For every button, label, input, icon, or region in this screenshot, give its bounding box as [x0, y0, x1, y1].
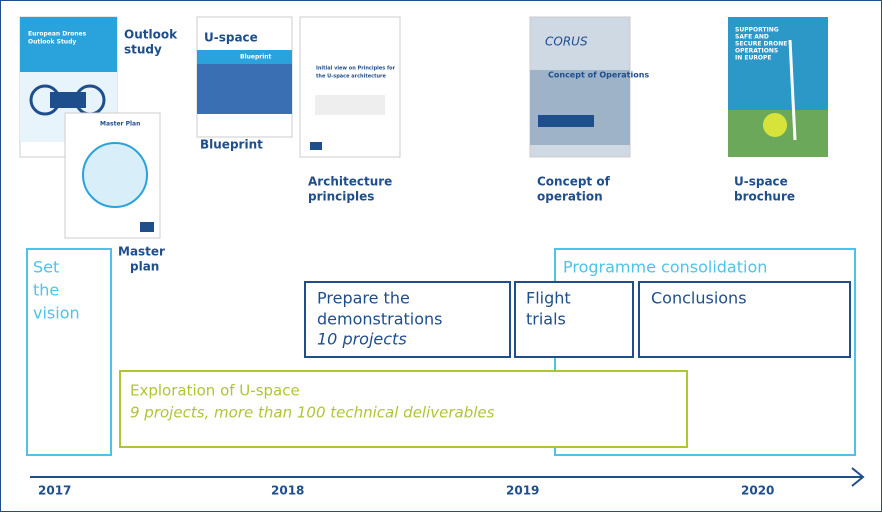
phase-title: Conclusions [651, 289, 747, 308]
cover-text: Master Plan [100, 121, 140, 128]
doc-label: brochure [734, 190, 795, 204]
doc-label: Outlook [124, 28, 178, 42]
phase-detail: 9 projects, more than 100 technical deli… [130, 404, 495, 422]
cover-text: Initial view on Principles for [316, 66, 396, 72]
doc-label: plan [130, 260, 159, 274]
cover-text: the U-space architecture [316, 74, 386, 80]
cover-text: Blueprint [240, 54, 272, 61]
phase-title: the [33, 281, 59, 300]
phase-title: Set [33, 258, 59, 277]
doc-label: study [124, 43, 162, 57]
year-label: 2017 [38, 484, 71, 498]
year-label: 2018 [271, 484, 304, 498]
cover-text: IN EUROPE [735, 55, 772, 62]
cover-text: U-space [204, 31, 258, 45]
cover-text: OPERATIONS [735, 48, 778, 55]
phase-title: trials [526, 310, 566, 329]
doc-label: U-space [734, 175, 788, 189]
phase-title: Exploration of U-space [130, 382, 300, 400]
blueprint-cover: U-space Blueprint [197, 17, 292, 137]
architecture-cover: Initial view on Principles for the U-spa… [300, 17, 400, 157]
year-label: 2019 [506, 484, 539, 498]
phase-title: Flight [526, 289, 571, 308]
doc-label: Master [118, 245, 165, 259]
cover-text: SUPPORTING [735, 27, 779, 34]
year-label: 2020 [741, 484, 774, 498]
cover-text: SECURE DRONE [735, 41, 787, 48]
phase-detail: 10 projects [317, 330, 407, 349]
phase-title: demonstrations [317, 310, 443, 329]
doc-label: principles [308, 190, 374, 204]
doc-label: operation [537, 190, 603, 204]
brochure-cover: SUPPORTING SAFE AND SECURE DRONE OPERATI… [728, 17, 828, 157]
cover-text: European Drones [28, 31, 87, 38]
cover-text: Concept of Operations [548, 71, 649, 80]
doc-label: Architecture [308, 175, 392, 189]
doc-label: Concept of [537, 175, 611, 189]
phase-title: vision [33, 304, 80, 323]
cover-text: CORUS [545, 35, 588, 49]
cover-text: SAFE AND [735, 34, 769, 41]
timeline-diagram: European Drones Outlook Study Master Pla… [0, 0, 882, 512]
master-plan-cover: Master Plan [65, 113, 160, 238]
phase-title: Programme consolidation [563, 258, 767, 277]
doc-label: Blueprint [200, 138, 263, 152]
phase-title: Prepare the [317, 289, 410, 308]
cover-text: Outlook Study [28, 39, 76, 46]
